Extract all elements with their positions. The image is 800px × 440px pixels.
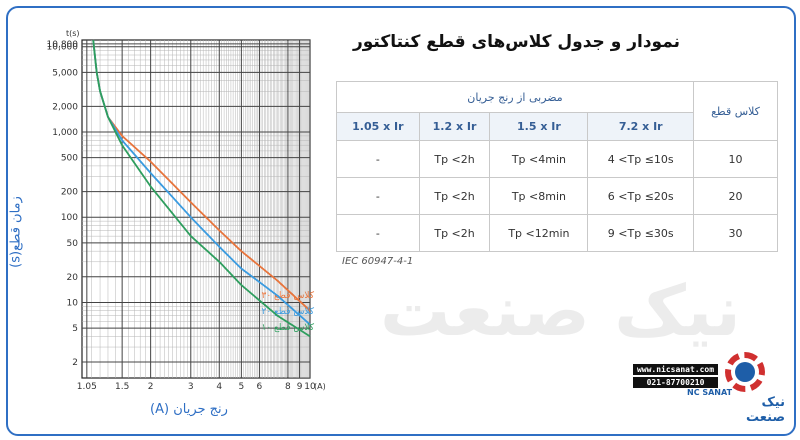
table-cell: - <box>336 214 420 252</box>
y-tick-label: 500 <box>61 154 78 164</box>
x-tick-label: 1.05 <box>77 382 97 392</box>
table-cell: Tp <4min <box>489 140 589 178</box>
x-tick-label: 9 <box>297 382 303 392</box>
y-tick-label: 2,000 <box>52 102 78 112</box>
x-tick-label: 10 <box>304 382 316 392</box>
column-header: 1.2 x Ir <box>418 112 491 141</box>
x-tick-label: 1.5 <box>115 382 129 392</box>
page-title: نمودار و جدول کلاس‌های قطع کنتاکتور <box>352 32 680 52</box>
table-cell: Tp <2h <box>418 140 491 178</box>
table-cell: Tp <8min <box>489 177 589 215</box>
gear-center-icon <box>735 362 755 382</box>
x-axis-label: رنج جریان (A) <box>150 402 228 417</box>
x-tick-label: 8 <box>285 382 291 392</box>
y-axis-unit: t(s) <box>66 29 80 38</box>
x-tick-label: 3 <box>188 382 194 392</box>
y-tick-label: 200 <box>61 188 78 198</box>
class-cell: 30 <box>693 214 778 252</box>
table-cell: Tp <2h <box>418 177 491 215</box>
table-cell: - <box>336 140 420 178</box>
watermark: نیک صنعت <box>380 270 741 352</box>
company-logo: www.nicsanat.com 021-87700210 NC SANAT ن… <box>625 350 785 425</box>
x-tick-label: 4 <box>216 382 222 392</box>
table-cell: Tp <12min <box>489 214 589 252</box>
series-label: کلاس قطع ۲۰ <box>261 307 314 317</box>
table-cell: 6 <Tp ≤20s <box>587 177 694 215</box>
series-label: کلاس قطع ۱۰ <box>261 323 314 333</box>
y-tick-label: 2 <box>72 358 78 368</box>
column-header: 1.05 x Ir <box>336 112 420 141</box>
table-cell: - <box>336 177 420 215</box>
y-axis-label: زمان قطع(s) <box>8 196 24 268</box>
y-tick-label: 50 <box>67 239 79 249</box>
y-tick-label: 5 <box>72 324 78 334</box>
table-row: - Tp <2h Tp <12min 9 <Tp ≤30s 30 <box>336 214 778 252</box>
y-tick-label: 5,000 <box>52 68 78 78</box>
table-cell: 4 <Tp ≤10s <box>587 140 694 178</box>
y-tick-label: 100 <box>61 213 78 223</box>
standard-note: IEC 60947-4-1 <box>342 256 414 267</box>
y-tick-label: 10,800 <box>47 40 79 50</box>
y-tick-label: 10,000 <box>47 43 79 53</box>
table-row: - Tp <2h Tp <8min 6 <Tp ≤20s 20 <box>336 177 778 215</box>
series-label: کلاس قطع ۳۰ <box>261 291 314 301</box>
y-tick-label: 1,000 <box>52 128 78 138</box>
column-header: 1.5 x Ir <box>489 112 589 141</box>
column-header: 7.2 x Ir <box>587 112 694 141</box>
gear-icon <box>725 352 765 392</box>
trip-class-table: مضربی از رنج جریان کلاس قطع 1.05 x Ir 1.… <box>336 81 778 252</box>
phone-text: 021-87700210 <box>633 377 718 388</box>
y-tick-label: 20 <box>67 273 79 283</box>
table-row: - Tp <2h Tp <4min 4 <Tp ≤10s 10 <box>336 140 778 178</box>
class-cell: 10 <box>693 140 778 178</box>
series-line <box>92 39 311 338</box>
y-tick-label: 10 <box>67 298 79 308</box>
multiplier-header: مضربی از رنج جریان <box>336 81 694 113</box>
x-tick-label: 2 <box>148 382 154 392</box>
website-text: www.nicsanat.com <box>633 364 718 375</box>
x-tick-label: 6 <box>257 382 263 392</box>
brand-name-fa: نیک صنعت <box>746 395 785 425</box>
class-cell: 20 <box>693 177 778 215</box>
x-tick-label: 5 <box>238 382 244 392</box>
brand-name-en: NC SANAT <box>687 388 733 397</box>
table-cell: Tp <2h <box>418 214 491 252</box>
class-header: کلاس قطع <box>693 81 778 141</box>
table-cell: 9 <Tp ≤30s <box>587 214 694 252</box>
x-axis-unit: (A) <box>314 382 326 391</box>
